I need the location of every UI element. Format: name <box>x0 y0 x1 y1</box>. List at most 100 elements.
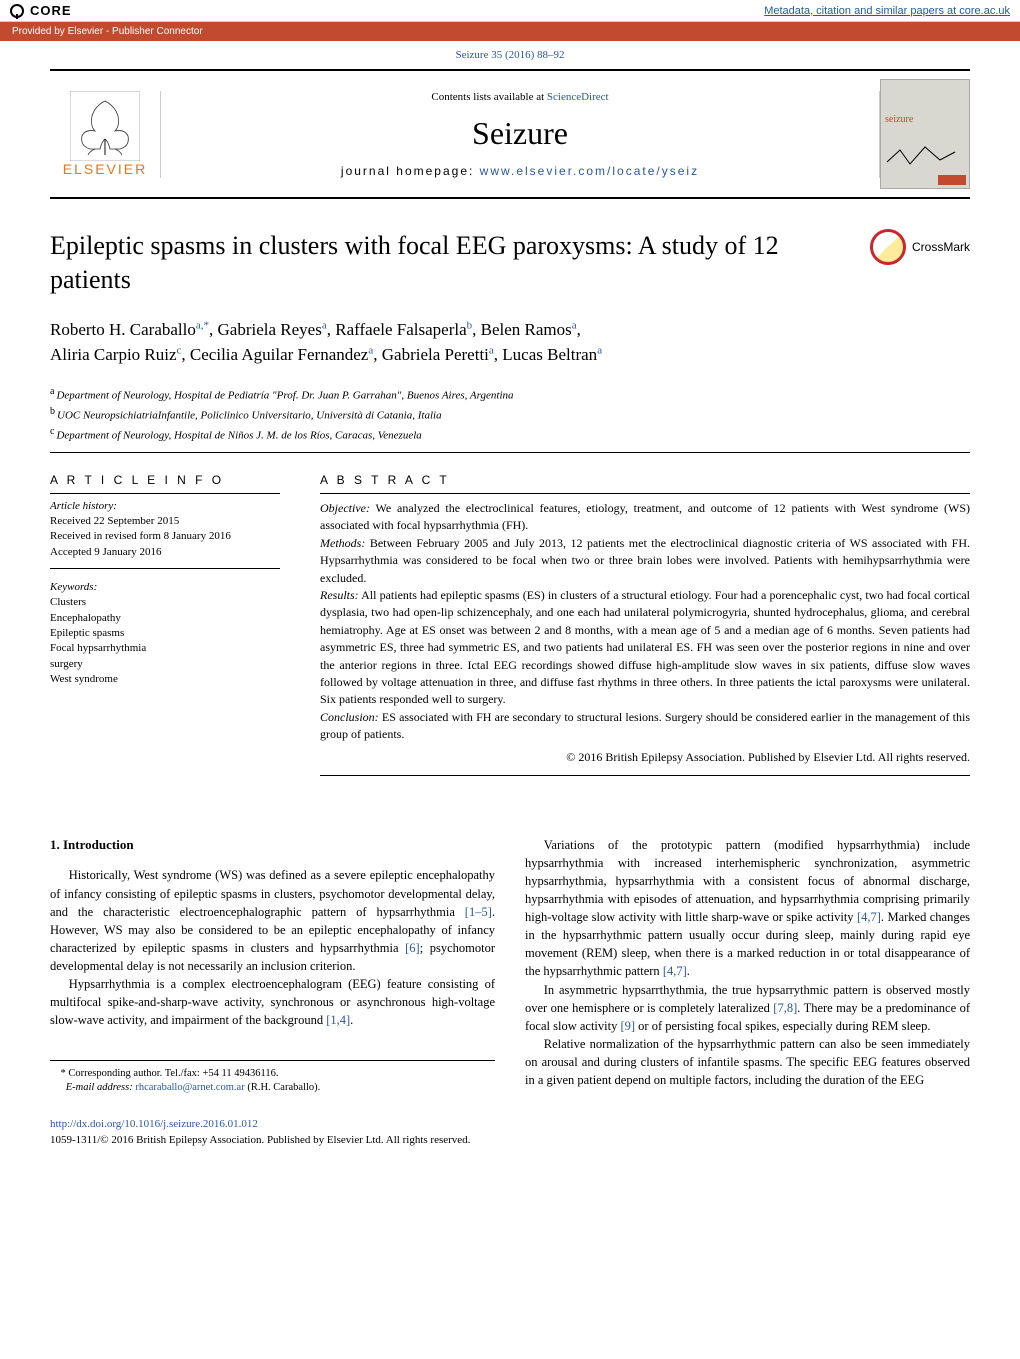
affiliation: bUOC NeuropsichiatriaInfantile, Policlin… <box>50 404 970 424</box>
copyright-line: © 2016 British Epilepsy Association. Pub… <box>320 750 970 765</box>
homepage-prefix: journal homepage: <box>341 164 480 178</box>
divider <box>50 493 280 494</box>
ref-link[interactable]: [1,4] <box>326 1013 350 1027</box>
cover-publisher-badge <box>938 175 966 185</box>
elsevier-logo: ELSEVIER <box>50 79 160 189</box>
abstract-body: Objective: We analyzed the electroclinic… <box>320 500 970 743</box>
authors-line-2: Aliria Carpio Ruizc, Cecilia Aguilar Fer… <box>50 342 970 368</box>
body-col-right: Variations of the prototypic pattern (mo… <box>525 836 970 1096</box>
journal-name: Seizure <box>171 115 869 152</box>
objective-text: We analyzed the electroclinical features… <box>320 501 970 532</box>
keyword: Epileptic spasms <box>50 626 280 641</box>
homepage-link[interactable]: www.elsevier.com/locate/yseiz <box>480 164 699 178</box>
author: Belen Ramos <box>481 320 572 339</box>
affil-marker: a <box>50 386 54 397</box>
journal-header-center: Contents lists available at ScienceDirec… <box>160 91 880 178</box>
email-link[interactable]: rhcaraballo@arnet.com.ar <box>135 1082 244 1093</box>
core-metadata-link[interactable]: Metadata, citation and similar papers at… <box>764 5 1010 17</box>
abstract-col: A B S T R A C T Objective: We analyzed t… <box>320 473 970 775</box>
divider <box>320 775 970 776</box>
body-text: or of persisting focal spikes, especiall… <box>635 1019 930 1033</box>
author: Aliria Carpio Ruiz <box>50 345 177 364</box>
core-bar: CORE Metadata, citation and similar pape… <box>0 0 1020 22</box>
affil-marker: c <box>50 426 54 437</box>
footnote-block: * Corresponding author. Tel./fax: +54 11… <box>50 1060 495 1096</box>
revised-date: Received in revised form 8 January 2016 <box>50 529 280 544</box>
author-sup: a <box>489 344 494 356</box>
affil-text: Department of Neurology, Hospital de Niñ… <box>56 430 421 442</box>
homepage-line: journal homepage: www.elsevier.com/locat… <box>171 164 869 178</box>
divider <box>320 493 970 494</box>
ref-link[interactable]: [4,7] <box>857 910 881 924</box>
keyword: West syndrome <box>50 672 280 687</box>
citation-line: Seizure 35 (2016) 88–92 <box>0 41 1020 69</box>
corresponding-author: * Corresponding author. Tel./fax: +54 11… <box>50 1067 495 1082</box>
author-sup: b <box>467 319 473 331</box>
contents-prefix: Contents lists available at <box>431 91 546 103</box>
divider <box>50 568 280 569</box>
keyword: Focal hypsarrhythmia <box>50 641 280 656</box>
body-text: . <box>687 964 690 978</box>
article-info-heading: A R T I C L E I N F O <box>50 473 280 487</box>
journal-cover-thumbnail: seizure <box>880 79 970 189</box>
author-sup: a <box>597 344 602 356</box>
sciencedirect-link[interactable]: ScienceDirect <box>547 91 609 103</box>
authors-line-1: Roberto H. Caraballoa,*, Gabriela Reyesa… <box>50 317 970 343</box>
keyword: Encephalopathy <box>50 611 280 626</box>
provider-bar: Provided by Elsevier - Publisher Connect… <box>0 22 1020 41</box>
core-logo-text: CORE <box>30 3 72 18</box>
email-post: (R.H. Caraballo). <box>245 1082 321 1093</box>
conclusion-label: Conclusion: <box>320 710 379 724</box>
body-text: . <box>350 1013 353 1027</box>
objective-label: Objective: <box>320 501 370 515</box>
crossmark-label: CrossMark <box>912 240 970 254</box>
article-info-col: A R T I C L E I N F O Article history: R… <box>50 473 280 775</box>
footer-block: http://dx.doi.org/10.1016/j.seizure.2016… <box>0 1116 1020 1179</box>
article-area: Epileptic spasms in clusters with focal … <box>0 199 1020 1096</box>
body-paragraph: Variations of the prototypic pattern (mo… <box>525 836 970 981</box>
body-columns: 1. Introduction Historically, West syndr… <box>50 836 970 1096</box>
author-sup: a,* <box>196 319 209 331</box>
body-text: Hypsarrhythmia is a complex electroencep… <box>50 977 495 1027</box>
info-abstract-row: A R T I C L E I N F O Article history: R… <box>50 473 970 775</box>
affiliation: cDepartment of Neurology, Hospital de Ni… <box>50 424 970 444</box>
crossmark-widget[interactable]: CrossMark <box>870 229 970 265</box>
keywords-block: Keywords: Clusters Encephalopathy Epilep… <box>50 581 280 687</box>
author-sup: a <box>572 319 577 331</box>
keyword: surgery <box>50 657 280 672</box>
affil-text: Department of Neurology, Hospital de Ped… <box>56 389 513 401</box>
title-row: Epileptic spasms in clusters with focal … <box>50 229 970 297</box>
abstract-heading: A B S T R A C T <box>320 473 970 487</box>
results-text: All patients had epileptic spasms (ES) i… <box>320 588 970 706</box>
affiliation: aDepartment of Neurology, Hospital de Pe… <box>50 384 970 404</box>
body-col-left: 1. Introduction Historically, West syndr… <box>50 836 495 1096</box>
author: Raffaele Falsaperla <box>335 320 466 339</box>
article-title: Epileptic spasms in clusters with focal … <box>50 229 840 297</box>
journal-header: ELSEVIER Contents lists available at Sci… <box>50 69 970 199</box>
issn-copyright: 1059-1311/© 2016 British Epilepsy Associ… <box>50 1134 470 1146</box>
ref-link[interactable]: [1–5] <box>465 905 492 919</box>
authors-block: Roberto H. Caraballoa,*, Gabriela Reyesa… <box>50 317 970 368</box>
author: Gabriela Reyes <box>218 320 322 339</box>
core-brand-group: CORE <box>10 3 72 18</box>
body-paragraph: Historically, West syndrome (WS) was def… <box>50 866 495 975</box>
body-text: Historically, West syndrome (WS) was def… <box>50 868 495 918</box>
author-sup: c <box>177 344 182 356</box>
ref-link[interactable]: [6] <box>405 941 420 955</box>
keyword: Clusters <box>50 595 280 610</box>
elsevier-wordmark: ELSEVIER <box>63 161 147 177</box>
affil-marker: b <box>50 406 55 417</box>
cover-graphic-icon <box>885 142 965 172</box>
body-paragraph: In asymmetric hypsarrthythmia, the true … <box>525 981 970 1035</box>
contents-lists-line: Contents lists available at ScienceDirec… <box>171 91 869 103</box>
author-sup: a <box>368 344 373 356</box>
ref-link[interactable]: [9] <box>620 1019 635 1033</box>
body-paragraph: Hypsarrhythmia is a complex electroencep… <box>50 975 495 1029</box>
methods-label: Methods: <box>320 536 365 550</box>
ref-link[interactable]: [4,7] <box>663 964 687 978</box>
doi-link[interactable]: http://dx.doi.org/10.1016/j.seizure.2016… <box>50 1118 258 1130</box>
author: Gabriela Peretti <box>382 345 489 364</box>
ref-link[interactable]: [7,8] <box>773 1001 797 1015</box>
accepted-date: Accepted 9 January 2016 <box>50 545 280 560</box>
citation-link[interactable]: Seizure 35 (2016) 88–92 <box>455 49 564 61</box>
